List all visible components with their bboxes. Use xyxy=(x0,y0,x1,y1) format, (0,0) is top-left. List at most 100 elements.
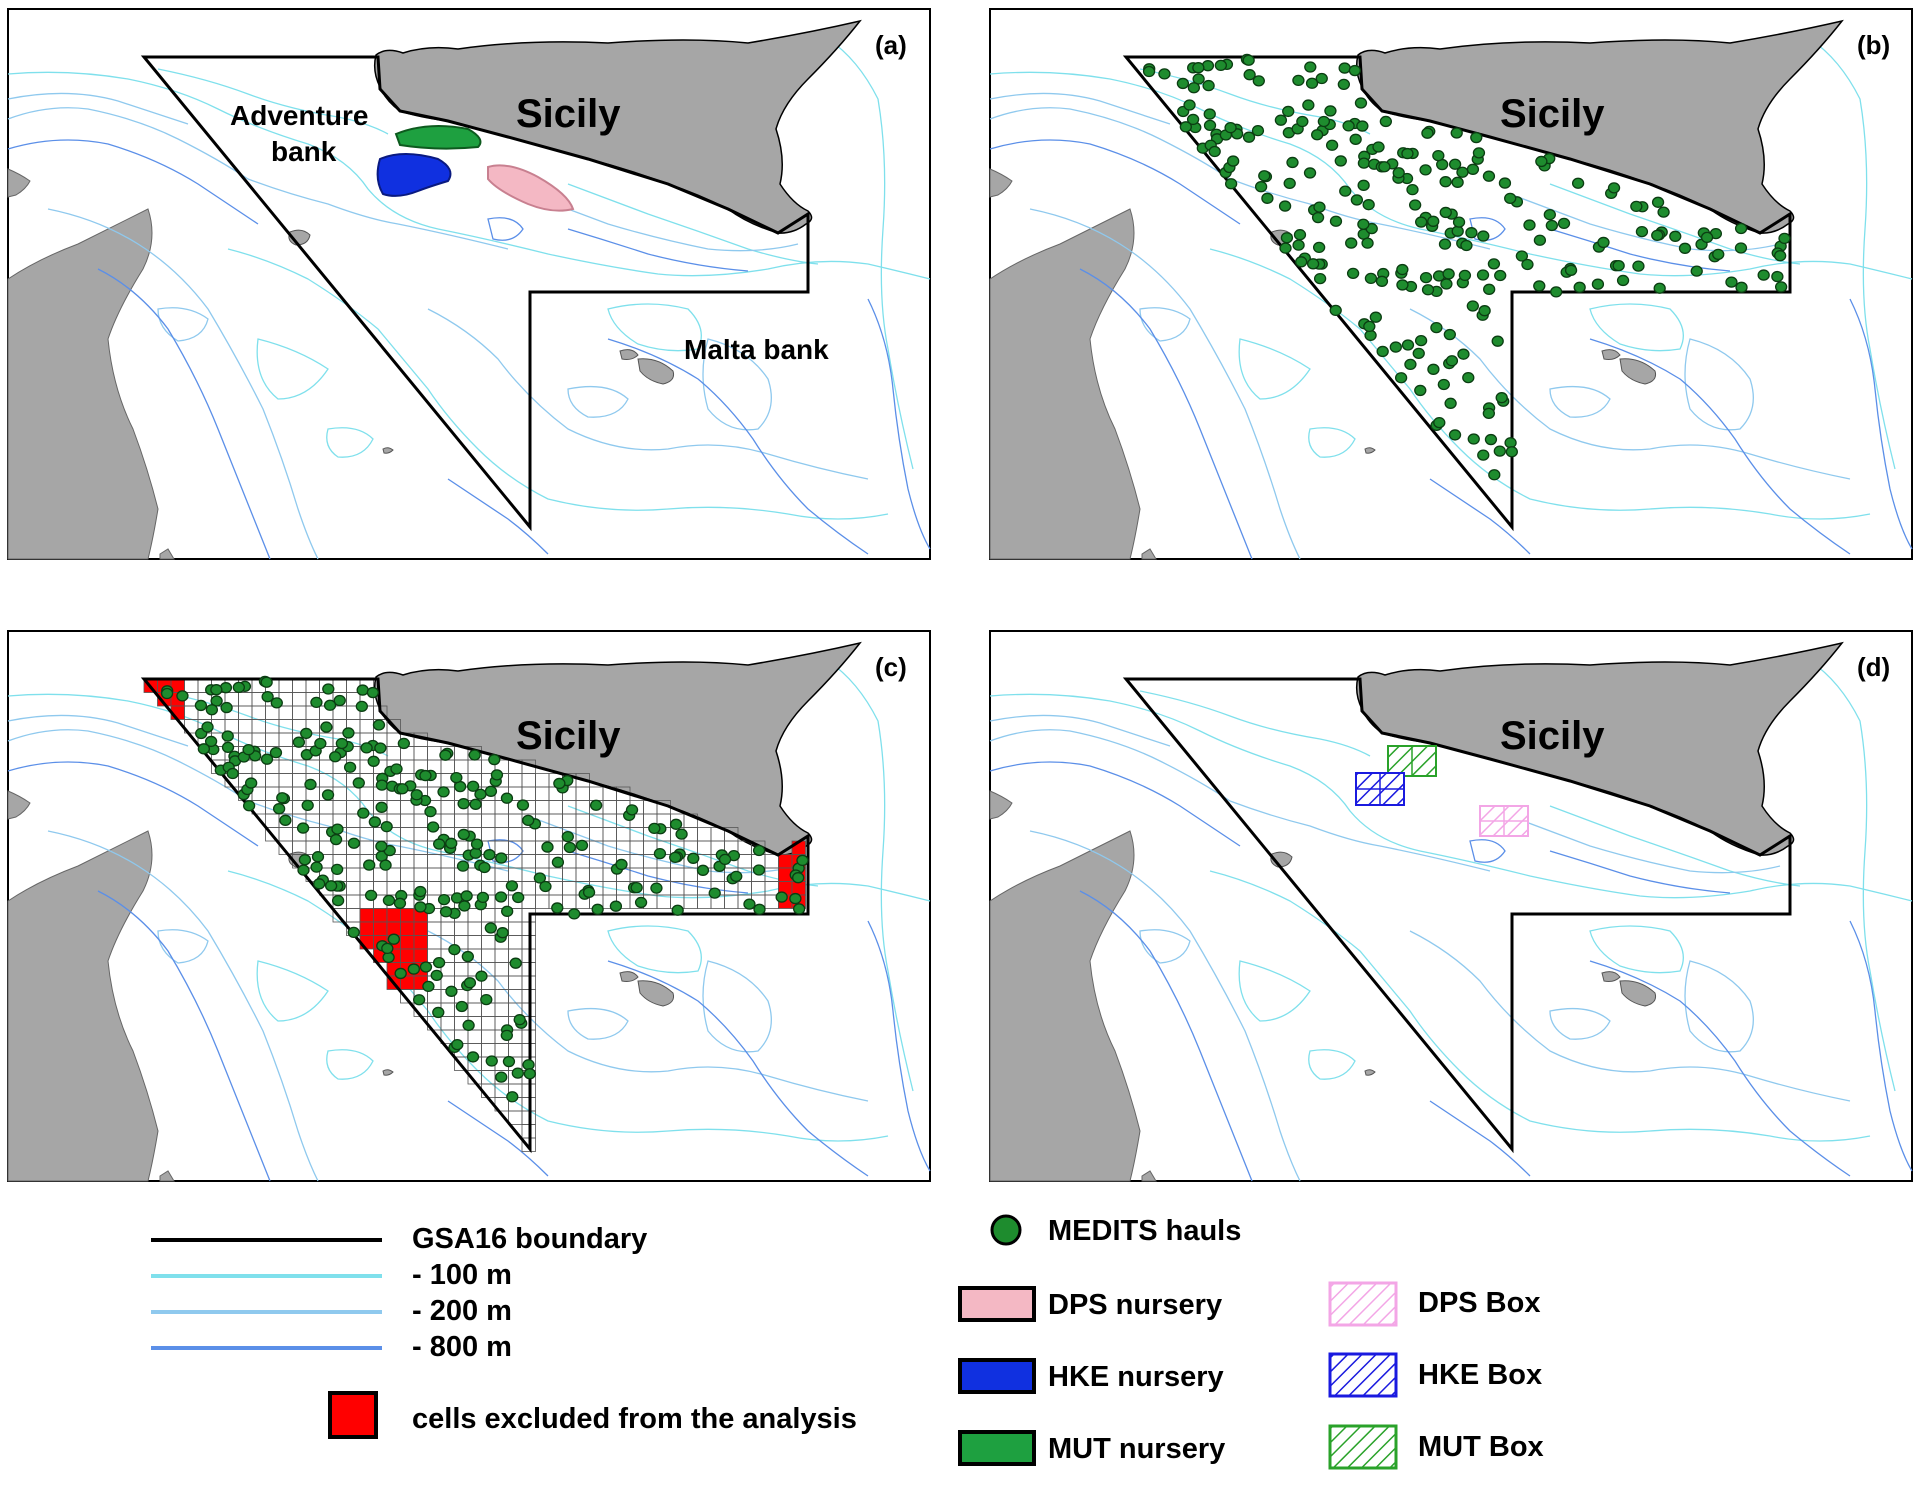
haul-marker xyxy=(1357,179,1370,191)
haul-marker xyxy=(1325,139,1339,151)
haul-marker xyxy=(422,980,435,993)
haul-marker xyxy=(1364,272,1378,285)
haul-marker xyxy=(176,690,189,702)
haul-marker xyxy=(1700,231,1714,244)
haul-marker xyxy=(1311,211,1325,224)
haul-marker xyxy=(1280,232,1294,244)
haul-marker xyxy=(1735,281,1748,293)
haul-marker xyxy=(1312,241,1326,254)
haul-marker xyxy=(1251,124,1265,137)
depth-contour-200m xyxy=(989,92,1171,125)
legend-hke-nursery-label: HKE nursery xyxy=(1048,1361,1224,1393)
haul-marker xyxy=(1375,275,1389,287)
haul-marker xyxy=(475,970,488,982)
haul-marker xyxy=(279,814,292,826)
haul-marker xyxy=(1460,239,1473,252)
haul-marker xyxy=(1329,304,1342,317)
haul-marker xyxy=(1372,141,1385,153)
depth-contour-800m xyxy=(1849,298,1913,550)
haul-marker xyxy=(1477,449,1490,461)
haul-marker xyxy=(311,851,325,863)
haul-marker xyxy=(387,933,400,945)
haul-marker xyxy=(1771,270,1784,283)
haul-marker xyxy=(1669,230,1682,242)
haul-marker xyxy=(568,908,581,920)
haul-marker xyxy=(533,872,547,884)
haul-marker xyxy=(407,963,420,975)
haul-marker xyxy=(1458,269,1472,282)
haul-marker xyxy=(496,927,509,939)
haul-marker xyxy=(1505,446,1518,458)
haul-marker xyxy=(426,821,440,833)
dps-box xyxy=(1479,805,1529,837)
legend-hke-box-swatch xyxy=(1328,1352,1398,1398)
haul-marker xyxy=(445,837,458,849)
haul-marker xyxy=(1187,82,1201,94)
haul-marker xyxy=(469,798,482,810)
depth-contour-200m xyxy=(1139,307,1191,342)
haul-marker xyxy=(445,985,458,997)
haul-marker xyxy=(397,737,411,750)
depth-contour-200m xyxy=(989,729,1491,872)
depth-contour-200m xyxy=(1029,208,1301,560)
haul-marker xyxy=(1445,355,1459,367)
haul-marker xyxy=(457,798,470,810)
haul-marker xyxy=(730,870,743,883)
haul-marker xyxy=(1224,178,1238,190)
haul-marker xyxy=(1433,416,1446,429)
malta-island xyxy=(1619,358,1656,385)
haul-marker xyxy=(455,1000,468,1013)
haul-marker xyxy=(1401,147,1414,160)
haul-marker xyxy=(313,878,326,890)
excluded-cell xyxy=(413,935,428,950)
haul-marker xyxy=(484,785,498,797)
haul-marker xyxy=(1498,177,1512,189)
haul-marker xyxy=(1378,161,1391,173)
boundary-line xyxy=(140,55,810,532)
depth-contour-200m xyxy=(1549,1007,1611,1040)
haul-marker xyxy=(357,807,370,819)
haul-marker xyxy=(561,831,574,843)
depth-contour-800m xyxy=(487,217,524,241)
depth-contour-800m xyxy=(989,761,1241,847)
depth-contour-100m xyxy=(1549,805,1801,887)
haul-marker xyxy=(194,699,208,712)
panel-label: (c) xyxy=(875,652,907,682)
haul-marker xyxy=(347,926,360,939)
haul-marker xyxy=(1451,176,1464,188)
depth-contour-800m xyxy=(447,1100,549,1177)
haul-marker xyxy=(1734,242,1748,254)
depth-contour-800m xyxy=(1589,338,1851,555)
depth-contour-100m xyxy=(1589,925,1684,974)
haul-marker xyxy=(433,838,446,850)
depth-contour-100m xyxy=(827,660,914,1092)
depth-contour-200m xyxy=(1549,385,1611,418)
haul-marker xyxy=(437,893,451,906)
haul-marker xyxy=(1437,378,1450,391)
haul-marker xyxy=(1337,78,1350,91)
excluded-cell xyxy=(373,921,388,936)
depth-contour-200m xyxy=(427,308,869,480)
depth-contour-800m xyxy=(567,228,749,272)
haul-marker xyxy=(269,746,283,759)
haul-marker xyxy=(687,852,700,864)
haul-marker xyxy=(718,853,732,866)
haul-marker xyxy=(242,743,255,756)
haul-marker xyxy=(1432,149,1445,162)
haul-marker xyxy=(1443,328,1456,341)
haul-marker xyxy=(1607,182,1621,194)
depth-contour-200m xyxy=(47,208,319,560)
haul-marker xyxy=(625,804,639,816)
haul-marker xyxy=(1533,234,1547,246)
haul-marker xyxy=(1286,156,1299,169)
haul-marker xyxy=(393,897,407,909)
depth-contour-100m xyxy=(1308,1049,1356,1080)
haul-marker xyxy=(1379,115,1393,128)
depth-contour-100m xyxy=(1209,248,1871,520)
haul-marker xyxy=(1571,177,1585,189)
haul-marker xyxy=(324,880,338,892)
sicily-label: Sicily xyxy=(516,92,621,136)
haul-marker xyxy=(1186,113,1200,126)
haul-marker xyxy=(466,1051,480,1063)
haul-marker xyxy=(210,684,223,696)
